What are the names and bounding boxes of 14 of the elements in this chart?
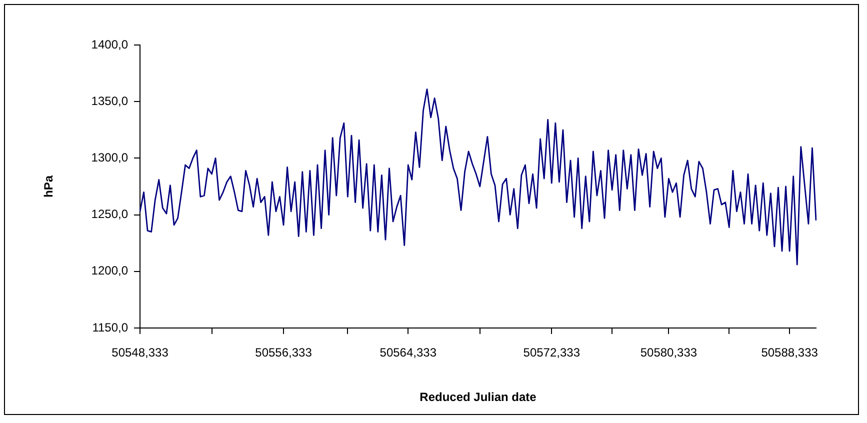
y-tick-label: 1150,0 [92, 320, 128, 334]
x-tick-label: 50556,333 [255, 346, 312, 360]
y-tick-label: 1350,0 [91, 94, 128, 108]
y-tick-label: 1300,0 [91, 150, 128, 165]
x-axis-title: Reduced Julian date [420, 390, 537, 404]
y-axis-title: hPa [42, 175, 56, 198]
y-tick-label: 1400,0 [91, 37, 128, 52]
x-tick-label: 50548,333 [112, 346, 169, 360]
y-tick-label: 1200,0 [91, 264, 128, 278]
x-tick-label: 50572,333 [523, 346, 580, 360]
x-tick-label: 50564,333 [380, 346, 437, 360]
y-tick-label: 1250,0 [91, 207, 128, 222]
x-tick-label: 50580,333 [640, 346, 698, 360]
x-tick-label: 50588,333 [761, 346, 818, 360]
